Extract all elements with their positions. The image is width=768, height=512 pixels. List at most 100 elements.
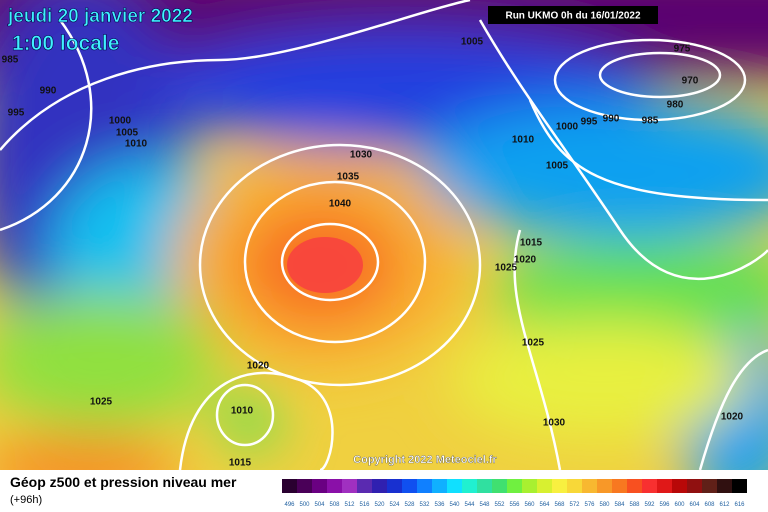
colorbar-label: 600 — [674, 502, 685, 508]
colorbar-cell — [432, 479, 447, 493]
colorbar-label: 568 — [554, 502, 565, 508]
colorbar-cell — [537, 479, 552, 493]
colorbar-label: 576 — [584, 502, 595, 508]
colorbar-label: 544 — [464, 502, 475, 508]
colorbar-cell — [627, 479, 642, 493]
isobar-label: 985 — [2, 55, 19, 66]
colorbar-cell — [597, 479, 612, 493]
colorbar-label: 548 — [479, 502, 490, 508]
colorbar-label: 616 — [734, 502, 745, 508]
colorbar-cell — [642, 479, 657, 493]
colorbar-label: 572 — [569, 502, 580, 508]
colorbar-cell — [312, 479, 327, 493]
colorbar-label: 528 — [404, 502, 415, 508]
colorbar-cell — [567, 479, 582, 493]
colorbar-cell — [372, 479, 387, 493]
isobar-label: 1040 — [329, 199, 352, 210]
colorbar-cell — [417, 479, 432, 493]
run-label: Run UKMO 0h du 16/01/2022 — [505, 11, 640, 22]
colorbar-label: 504 — [314, 502, 325, 508]
colorbar-label: 508 — [329, 502, 340, 508]
footer-title: Géop z500 et pression niveau mer — [10, 474, 237, 490]
colorbar-cell — [672, 479, 687, 493]
colorbar-label: 536 — [434, 502, 445, 508]
colorbar-cell — [387, 479, 402, 493]
colorbar-cell — [282, 479, 297, 493]
isobar-label: 1000 — [109, 116, 132, 127]
subtitle: 1:00 locale — [12, 32, 119, 55]
colorbar-label: 512 — [344, 502, 355, 508]
colorbar-cell — [612, 479, 627, 493]
colorbar-label: 496 — [284, 502, 295, 508]
copyright: Copyright 2022 Meteociel.fr — [353, 454, 497, 466]
colorbar-label: 596 — [659, 502, 670, 508]
isobar-label: 1010 — [231, 406, 254, 417]
colorbar-cell — [297, 479, 312, 493]
isobar-label: 1000 — [556, 122, 579, 133]
isobar-label: 1005 — [116, 128, 139, 139]
colorbar-cell — [732, 479, 747, 493]
colorbar-label: 552 — [494, 502, 505, 508]
colorbar-cell — [507, 479, 522, 493]
isobar-label: 1005 — [546, 161, 569, 172]
colorbar-cell — [657, 479, 672, 493]
isobar-label: 1025 — [90, 397, 113, 408]
colorbar-label: 588 — [629, 502, 640, 508]
colorbar-label: 604 — [689, 502, 700, 508]
colorbar-label: 516 — [359, 502, 370, 508]
isobar-label: 1010 — [125, 139, 148, 150]
isobar-label: 985 — [642, 116, 659, 127]
colorbar-label: 532 — [419, 502, 430, 508]
isobar-label: 995 — [8, 108, 25, 119]
colorbar-cell — [717, 479, 732, 493]
isobar-label: 1030 — [350, 150, 373, 161]
colorbar-label: 524 — [389, 502, 400, 508]
isobar-label: 990 — [40, 86, 57, 97]
colorbar-label: 592 — [644, 502, 655, 508]
isobar-label: 1025 — [495, 263, 518, 274]
colorbar-cell — [462, 479, 477, 493]
isobar-label: 980 — [667, 100, 684, 111]
run-box — [488, 6, 658, 24]
colorbar-cell — [687, 479, 702, 493]
colorbar-cell — [447, 479, 462, 493]
colorbar-label: 500 — [299, 502, 310, 508]
isobar-label: 995 — [581, 117, 598, 128]
isobar-label: 1030 — [543, 418, 566, 429]
isobar-label: 975 — [674, 44, 691, 55]
isobar-label: 970 — [682, 76, 699, 87]
colorbar-label: 540 — [449, 502, 460, 508]
colorbar-label: 584 — [614, 502, 625, 508]
colorbar-label: 580 — [599, 502, 610, 508]
colorbar-cell — [357, 479, 372, 493]
colorbar-label: 612 — [719, 502, 730, 508]
colorbar-cell — [702, 479, 717, 493]
isobar-label: 1015 — [520, 238, 543, 249]
isobar-label: 1020 — [514, 255, 537, 266]
isobar-label: 1025 — [522, 338, 545, 349]
colorbar-cell — [477, 479, 492, 493]
isobar-label: 1010 — [512, 135, 535, 146]
title: jeudi 20 janvier 2022 — [7, 6, 193, 27]
isobars — [0, 0, 768, 470]
colorbar-cell — [327, 479, 342, 493]
colorbar-cell — [402, 479, 417, 493]
colorbar-cell — [522, 479, 537, 493]
colorbar-label: 520 — [374, 502, 385, 508]
footer-lead: (+96h) — [10, 494, 42, 506]
colorbar-label: 560 — [524, 502, 535, 508]
colorbar-cell — [582, 479, 597, 493]
colorbar-cell — [492, 479, 507, 493]
isobar-label: 1005 — [461, 37, 484, 48]
colorbar-cell — [342, 479, 357, 493]
isobar-label: 1020 — [721, 412, 744, 423]
colorbar-label: 564 — [539, 502, 550, 508]
isobar-label: 1020 — [247, 361, 270, 372]
colorbar-label: 608 — [704, 502, 715, 508]
colorbar-cell — [552, 479, 567, 493]
colorbar-label: 556 — [509, 502, 520, 508]
isobar-label: 1035 — [337, 172, 360, 183]
isobar-label: 990 — [603, 114, 620, 125]
